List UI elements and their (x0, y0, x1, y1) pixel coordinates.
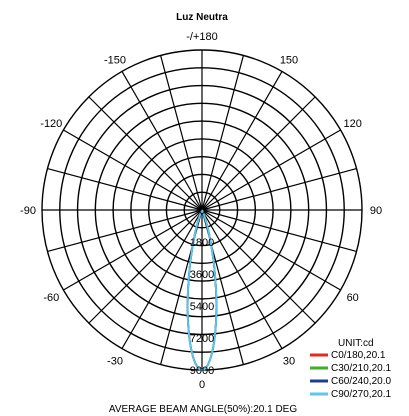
radial-tick-label: 7200 (190, 333, 214, 345)
grid-spoke (201, 71, 283, 211)
polar-grid (41, 49, 363, 371)
grid-spoke (88, 209, 203, 324)
legend: UNIT:cd C0/180,20.1 C30/210,20.1 C60/240,2… (310, 338, 391, 400)
grid-spoke (201, 209, 341, 291)
angle-label: -150 (104, 54, 126, 66)
grid-spoke (160, 55, 203, 211)
legend-item-label: C30/210,20.1 (331, 363, 391, 374)
grid-spoke (201, 209, 357, 252)
radial-ticks: 0 1800 3600 5400 7200 9000 (190, 205, 214, 377)
beam-angle-footer: AVERAGE BEAM ANGLE(50%):20.1 DEG (109, 404, 297, 415)
legend-item-label: C60/240,20.0 (331, 376, 391, 387)
grid-spoke (121, 71, 203, 211)
angle-label: -90 (20, 205, 36, 217)
series-curve (186, 209, 218, 371)
grid-spoke (63, 209, 203, 291)
angle-label: -120 (40, 118, 62, 130)
angle-label: -/+180 (186, 31, 218, 43)
angle-label: 150 (280, 54, 298, 66)
angle-label: 30 (283, 356, 295, 368)
radial-tick-label: 1800 (190, 237, 214, 249)
grid-spoke (201, 129, 341, 211)
radial-tick-label: 9000 (190, 365, 214, 377)
grid-spoke (47, 168, 203, 211)
angle-labels: -/+180 150 -150 120 -120 90 -90 60 -60 30 -30 0 (20, 31, 382, 391)
grid-spoke (121, 209, 203, 349)
angle-label: 0 (199, 379, 205, 391)
angle-label: -60 (43, 292, 59, 304)
radial-tick-label: 5400 (190, 301, 214, 313)
grid-spoke (47, 209, 203, 252)
angle-label: 90 (370, 205, 382, 217)
angle-label: 120 (344, 118, 362, 130)
intensity-curves (186, 209, 218, 371)
legend-item-label: C0/180,20.1 (331, 350, 386, 361)
grid-spoke (201, 96, 316, 211)
radial-tick-label: 0 (199, 205, 205, 217)
legend-item-label: C90/270,20.1 (331, 389, 391, 400)
angle-label: -30 (107, 356, 123, 368)
unit-label: UNIT:cd (338, 338, 374, 349)
chart-title: Luz Neutra (176, 12, 228, 23)
grid-spoke (88, 96, 203, 211)
grid-spoke (201, 168, 357, 211)
grid-spoke (201, 55, 244, 211)
angle-label: 60 (347, 292, 359, 304)
grid-spoke (63, 129, 203, 211)
grid-spoke (201, 209, 283, 349)
radial-tick-label: 3600 (190, 269, 214, 281)
grid-spoke (201, 209, 316, 324)
